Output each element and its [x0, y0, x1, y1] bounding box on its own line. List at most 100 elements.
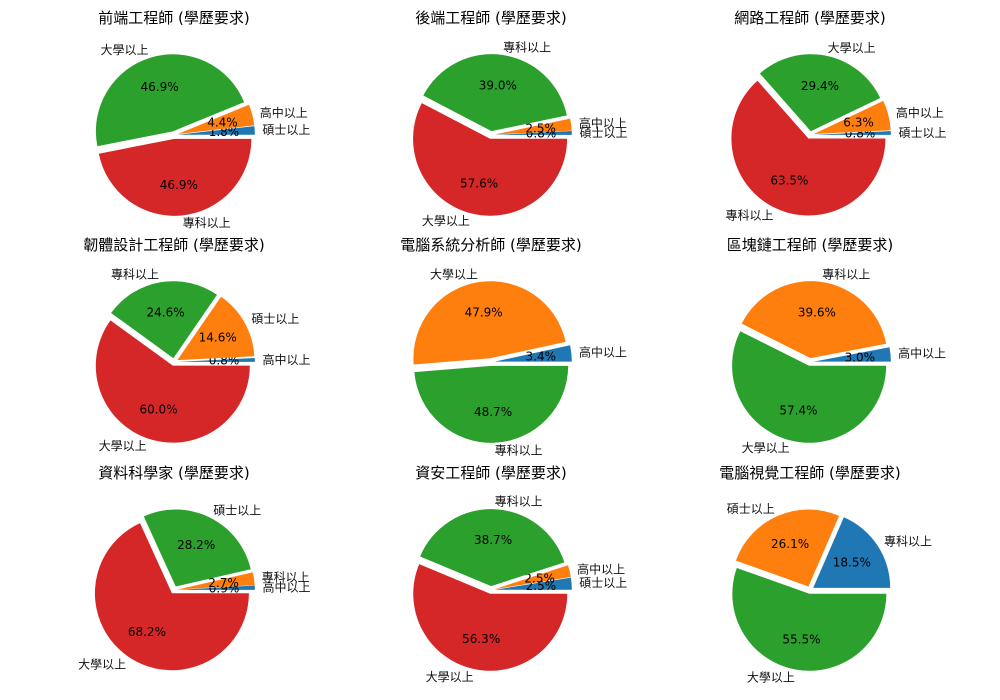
chart-title: 前端工程師 (學歷要求) — [98, 9, 249, 27]
slice-percent-label: 29.4% — [801, 79, 839, 93]
pie-slice — [759, 54, 881, 132]
pie-chart-5: 電腦系統分析師 (學歷要求) 3.4% 高中以上 47.9% 大學以上 48.7% 專科以上 — [400, 236, 627, 457]
slice-percent-label: 39.0% — [479, 78, 517, 92]
pie-slice — [813, 517, 891, 588]
pie-slice — [413, 103, 568, 216]
slice-category-label: 高中以上 — [263, 579, 311, 594]
slice-category-label: 專科以上 — [495, 443, 543, 457]
pie-chart-3: 網路工程師 (學歷要求)0.8% 碩士以上6.3%高中以上29.4%大學以上63.… — [726, 9, 947, 223]
slice-category-label: 碩士以上 — [580, 126, 628, 140]
slice-category-label: 高中以上 — [577, 561, 625, 576]
slice-category-label: 高中以上 — [579, 116, 627, 131]
slice-percent-label: 47.9% — [465, 305, 503, 319]
slice-percent-label: 2.5% — [525, 122, 556, 136]
slice-category-label: 大學以上 — [100, 43, 148, 57]
pie-slice — [732, 567, 887, 671]
slice-category-label: 專科以上 — [726, 209, 774, 223]
pie-chart-1: 前端工程師 (學歷要求)1.8% 碩士以上4.4%高中以上46.9%大學以上46.… — [95, 9, 310, 230]
pie-slice — [111, 281, 218, 359]
pie-slice — [414, 365, 569, 443]
slice-percent-label: 3.0% — [845, 350, 876, 364]
slice-percent-label: 56.3% — [462, 632, 500, 646]
pie-slice — [413, 281, 566, 365]
slice-percent-label: 26.1% — [771, 537, 809, 551]
slice-percent-label: 60.0% — [139, 403, 177, 417]
slice-percent-label: 57.4% — [779, 404, 817, 418]
pie-slice — [494, 345, 572, 362]
slice-percent-label: 46.9% — [141, 80, 179, 94]
slice-percent-label: 55.5% — [782, 632, 820, 646]
slice-category-label: 專科以上 — [503, 40, 551, 54]
slice-percent-label: 63.5% — [770, 174, 808, 188]
slice-percent-label: 28.2% — [177, 538, 215, 552]
slice-category-label: 專科以上 — [111, 268, 159, 282]
slice-category-label: 大學以上 — [422, 214, 470, 228]
slice-category-label: 碩士以上 — [579, 576, 627, 590]
slice-category-label: 大學以上 — [828, 41, 876, 55]
pie-slice — [143, 509, 251, 587]
slice-category-label: 高中以上 — [263, 352, 311, 367]
slice-percent-label: 18.5% — [833, 556, 871, 570]
slice-percent-label: 14.6% — [199, 331, 237, 345]
pie-slice — [177, 358, 255, 362]
pie-chart-4: 韌體設計工程師 (學歷要求)0.8% 高中以上14.6%碩士以上24.6%專科以上… — [83, 236, 310, 453]
chart-title: 韌體設計工程師 (學歷要求) — [83, 236, 264, 254]
slice-category-label: 碩士以上 — [899, 126, 947, 140]
pie-slice — [95, 54, 245, 147]
slice-percent-label: 4.4% — [207, 116, 238, 130]
slice-category-label: 專科以上 — [183, 216, 231, 230]
slice-category-label: 專科以上 — [495, 495, 543, 509]
slice-category-label: 高中以上 — [260, 105, 308, 120]
pie-chart-6: 區塊鏈工程師 (學歷要求) 3.0% 高中以上 39.6% 專科以上 57.4% 大學以上 — [727, 236, 946, 455]
pie-chart-8: 資安工程師 (學歷要求)2.5% 碩士以上2.5%高中以上38.7%專科以上56.… — [413, 464, 627, 684]
slice-category-label: 碩士以上 — [213, 504, 261, 518]
slice-category-label: 高中以上 — [579, 345, 627, 360]
slice-percent-label: 2.5% — [524, 571, 555, 585]
pie-slice — [494, 577, 572, 590]
slice-category-label: 大學以上 — [742, 441, 790, 455]
pie-slice — [813, 131, 891, 135]
pie-slice — [177, 296, 255, 361]
pie-slice — [813, 100, 891, 135]
slice-percent-label: 57.6% — [460, 177, 498, 191]
chart-title: 電腦系統分析師 (學歷要求) — [400, 236, 581, 254]
slice-category-label: 專科以上 — [884, 534, 932, 548]
pie-slice — [735, 509, 840, 587]
pie-slice — [494, 131, 572, 135]
chart-title: 資料科學家 (學歷要求) — [98, 464, 249, 482]
slice-percent-label: 2.7% — [208, 576, 239, 590]
slice-category-label: 碩士以上 — [727, 502, 775, 516]
chart-title: 電腦視覺工程師 (學歷要求) — [719, 464, 900, 482]
slice-category-label: 大學以上 — [430, 267, 478, 281]
pie-slice — [731, 80, 886, 216]
slice-percent-label: 38.7% — [474, 533, 512, 547]
slice-category-label: 大學以上 — [747, 670, 795, 684]
pie-slice — [423, 54, 567, 132]
slice-category-label: 專科以上 — [822, 267, 870, 281]
chart-title: 資安工程師 (學歷要求) — [415, 464, 566, 482]
slice-percent-label: 48.7% — [474, 405, 512, 419]
slice-category-label: 大學以上 — [78, 657, 126, 671]
slice-category-label: 高中以上 — [896, 105, 944, 120]
slice-percent-label: 6.3% — [843, 116, 874, 130]
pie-slice — [813, 347, 891, 362]
slice-category-label: 高中以上 — [898, 346, 946, 361]
slice-percent-label: 46.9% — [160, 178, 198, 192]
slice-category-label: 大學以上 — [99, 439, 147, 453]
pie-slice — [732, 331, 887, 443]
pie-slice — [177, 104, 255, 135]
pie-slice — [494, 118, 572, 135]
chart-title: 後端工程師 (學歷要求) — [415, 9, 566, 27]
pie-chart-9: 電腦視覺工程師 (學歷要求) 18.5% 專科以上 26.1% 碩士以上 55.5% 大學以… — [719, 464, 932, 684]
slice-percent-label: 3.4% — [526, 350, 557, 364]
pie-slice — [494, 565, 571, 590]
pie-slice — [94, 523, 249, 671]
chart-title: 網路工程師 (學歷要求) — [734, 9, 885, 27]
pie-slice — [420, 509, 565, 587]
slice-percent-label: 39.6% — [798, 305, 836, 319]
slice-percent-label: 24.6% — [146, 306, 184, 320]
slice-category-label: 專科以上 — [262, 571, 310, 585]
